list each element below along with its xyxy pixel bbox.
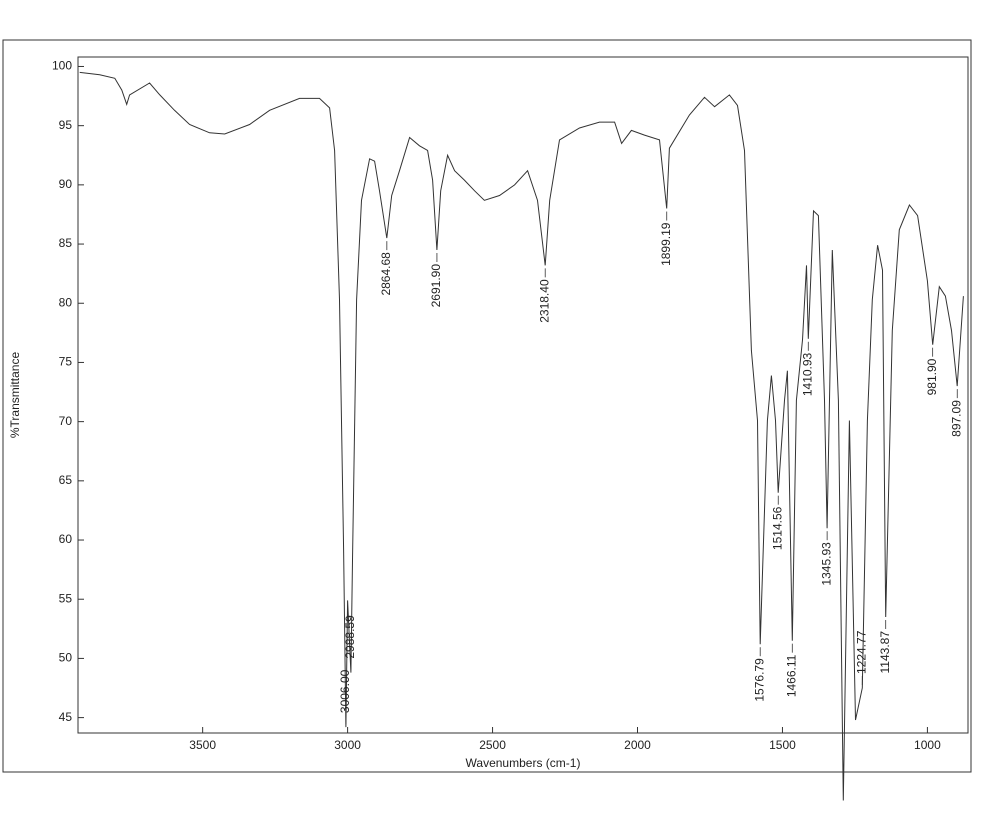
x-tick-label: 1000 (914, 738, 941, 752)
y-tick-label: 65 (59, 473, 73, 487)
y-tick-label: 90 (59, 177, 73, 191)
peak-label: 2691.90 (429, 264, 443, 308)
peak-label: 1345.93 (819, 542, 833, 586)
y-tick-label: 85 (59, 236, 73, 250)
peak-label: 981.90 (925, 358, 939, 395)
plot-frame (77, 56, 969, 734)
x-tick-label: 2500 (479, 738, 506, 752)
x-tick-label: 3000 (334, 738, 361, 752)
outer-frame (2, 39, 972, 773)
peak-label: 3006.00 (338, 669, 352, 713)
peak-label: 897.09 (949, 400, 963, 437)
peak-label: 2988.59 (343, 615, 357, 659)
y-tick-label: 60 (59, 532, 73, 546)
peak-label: 2318.40 (537, 279, 551, 323)
y-axis-title: %Transmittance (8, 352, 22, 439)
y-tick-label: 70 (59, 414, 73, 428)
peak-label: 1224.77 (854, 630, 868, 674)
x-axis-title: Wavenumbers (cm-1) (466, 756, 581, 770)
y-tick-label: 80 (59, 295, 73, 309)
y-tick-label: 75 (59, 355, 73, 369)
x-tick-label: 1500 (769, 738, 796, 752)
peak-label: 2864.68 (379, 252, 393, 296)
peak-label: 1576.79 (752, 658, 766, 702)
peak-label: 1143.87 (878, 631, 892, 674)
y-tick-label: 100 (52, 59, 72, 73)
y-tick-label: 50 (59, 651, 73, 665)
peak-label: 1466.11 (784, 654, 798, 697)
spectrum-line (79, 71, 964, 801)
y-tick-label: 55 (59, 591, 73, 605)
y-tick-label: 95 (59, 118, 73, 132)
y-tick-label: 45 (59, 710, 73, 724)
peak-label: 1410.93 (800, 352, 814, 396)
x-tick-label: 2000 (624, 738, 651, 752)
peak-label: 1899.19 (659, 222, 673, 266)
x-tick-label: 3500 (189, 738, 216, 752)
peak-label: 1514.56 (770, 506, 784, 550)
